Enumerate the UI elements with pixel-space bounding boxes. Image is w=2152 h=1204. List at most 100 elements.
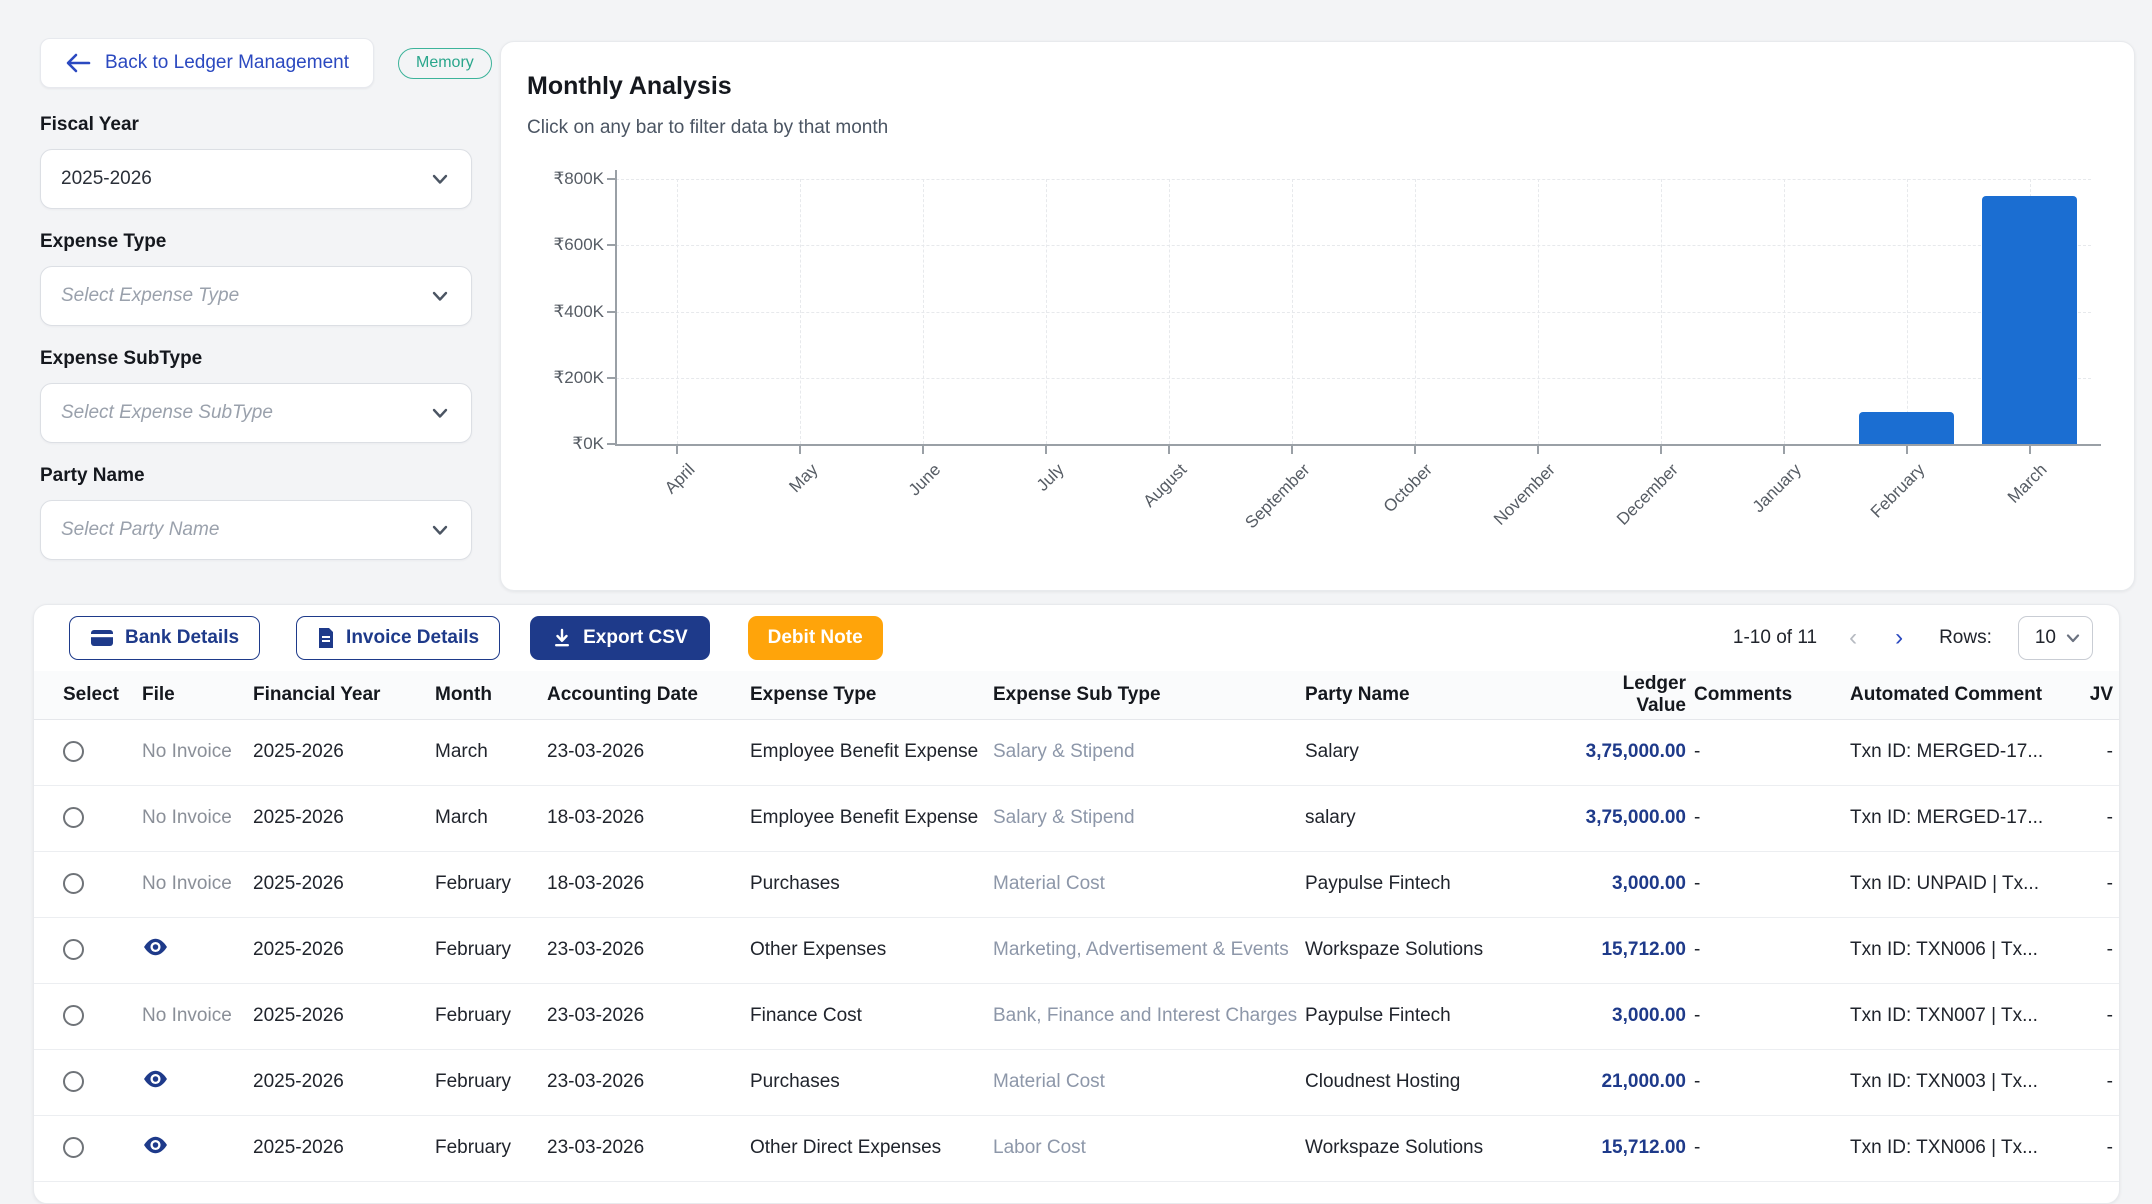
invoice-details-button[interactable]: Invoice Details [296,616,501,660]
cell-expense-type: Finance Cost [750,983,993,1050]
y-axis-label: ₹200K [553,367,604,387]
invoice-details-label: Invoice Details [346,627,480,648]
no-invoice-label: No Invoice [142,807,232,828]
cell-ledger-value: 15,712.00 [1574,1115,1694,1182]
row-select-radio[interactable] [63,807,84,829]
back-arrow-icon [65,52,91,74]
cell-party-name: Workspaze Solutions [1305,1115,1574,1182]
filter-label: Fiscal Year [40,114,139,135]
view-file-icon[interactable] [142,1134,169,1162]
invoice-document-icon [317,627,335,649]
cell-expense-sub-type: Salary & Stipend [993,785,1305,852]
filter-group: Expense Type Select Expense Type [40,231,472,326]
column-header-expense-type: Expense Type [750,671,993,720]
gridline [677,179,679,444]
expense-subtype-select[interactable]: Select Expense SubType [40,383,472,443]
bar-chart-plot: ₹800K ₹600K ₹400K ₹200K ₹0K April May June July A… [553,169,2101,532]
table-row: 2025-2026 February 23-03-2026 Purchases Mate… [34,1049,2119,1116]
fiscal-year-select[interactable]: 2025-2026 [40,149,472,209]
expense-type-select[interactable]: Select Expense Type [40,266,472,326]
y-axis-label: ₹800K [553,169,604,188]
cell-month: February [435,983,547,1050]
cell-jv: - [2064,785,2119,852]
cell-financial-year: 2025-2026 [253,851,435,918]
monthly-analysis-card: Monthly Analysis Click on any bar to fil… [500,41,2135,591]
table-row: No Invoice 2025-2026 March 18-03-2026 Employ… [34,785,2119,852]
column-header-financial-year: Financial Year [253,671,435,720]
row-select-radio[interactable] [63,741,84,763]
row-select-radio[interactable] [63,1005,84,1027]
cell-party-name: Salary [1305,719,1574,786]
column-header-select: Select [34,671,142,720]
export-csv-button[interactable]: Export CSV [530,616,710,660]
row-select-radio[interactable] [63,1071,84,1093]
view-file-icon[interactable] [142,1068,169,1096]
x-axis-tick [1045,446,1048,454]
cell-month: February [435,917,547,984]
view-file-icon[interactable] [142,936,169,964]
row-select-radio[interactable] [63,1137,84,1159]
ledger-table-card: Bank Details Invoice Details Export CSV … [33,604,2120,1204]
x-axis-label: November [1490,460,1560,529]
debit-note-label: Debit Note [767,627,863,648]
cell-expense-type: Purchases [750,1049,993,1116]
back-to-ledger-management-button[interactable]: Back to Ledger Management [40,38,374,88]
cell-financial-year: 2025-2026 [253,1049,435,1116]
chart-subtitle: Click on any bar to filter data by that … [527,117,889,138]
cell-select [34,1049,142,1116]
cell-accounting-date: 23-03-2026 [547,917,750,984]
no-invoice-label: No Invoice [142,873,232,894]
back-row: Back to Ledger Management Memory [40,38,492,88]
cell-file: No Invoice [142,851,253,918]
cell-month: March [435,719,547,786]
x-axis-label: July [1032,460,1068,495]
cell-financial-year: 2025-2026 [253,1115,435,1182]
cell-select [34,851,142,918]
gridline [616,377,2091,379]
x-axis-label: January [1748,460,1806,517]
next-page-chevron-icon[interactable]: › [1895,624,1904,651]
cell-month: March [435,785,547,852]
cell-month: February [435,1049,547,1116]
x-axis-tick [1782,446,1785,454]
x-axis-tick [1168,446,1171,454]
debit-note-button[interactable]: Debit Note [747,616,883,660]
y-axis-label: ₹400K [553,301,604,321]
cell-accounting-date: 23-03-2026 [547,1115,750,1182]
x-axis-tick [922,446,925,454]
party-name-select[interactable]: Select Party Name [40,500,472,560]
row-select-radio[interactable] [63,939,84,961]
chart-bar-march[interactable] [1982,196,2078,444]
bank-details-button[interactable]: Bank Details [69,616,261,660]
bank-details-label: Bank Details [125,627,240,648]
back-button-label: Back to Ledger Management [105,52,349,73]
select-value: Select Expense SubType [61,402,273,423]
rows-per-page-select[interactable]: 10 [2017,616,2093,660]
chevron-down-icon [429,168,451,190]
x-axis-tick [1905,446,1908,454]
gridline [1169,179,1171,444]
cell-expense-sub-type: Bank, Finance and Interest Charges [993,983,1305,1050]
column-header-accounting-date: Accounting Date [547,671,750,720]
table-row: 2025-2026 February 23-03-2026 Other Expense… [34,917,2119,984]
cell-file: No Invoice [142,719,253,786]
gridline [1046,179,1048,444]
select-value: Select Party Name [61,519,220,540]
rows-per-page-label: Rows: [1939,627,1992,648]
cell-jv: - [2064,1115,2119,1182]
column-header-automated-comment: Automated Comment [1850,671,2064,720]
filter-label: Expense SubType [40,348,203,369]
filter-group: Expense SubType Select Expense SubType [40,348,472,443]
select-value: 2025-2026 [61,168,152,189]
cell-ledger-value: 15,712.00 [1574,917,1694,984]
row-select-radio[interactable] [63,873,84,895]
column-header-month: Month [435,671,547,720]
cell-expense-sub-type: Labor Cost [993,1115,1305,1182]
chart-bar-february[interactable] [1859,412,1955,444]
cell-jv: - [2064,983,2119,1050]
cell-file: No Invoice [142,983,253,1050]
previous-page-chevron-icon[interactable]: ‹ [1849,624,1858,651]
cell-financial-year: 2025-2026 [253,719,435,786]
table-row: No Invoice 2025-2026 February 23-03-2026 Fin… [34,983,2119,1050]
x-axis-label: April [661,460,699,498]
